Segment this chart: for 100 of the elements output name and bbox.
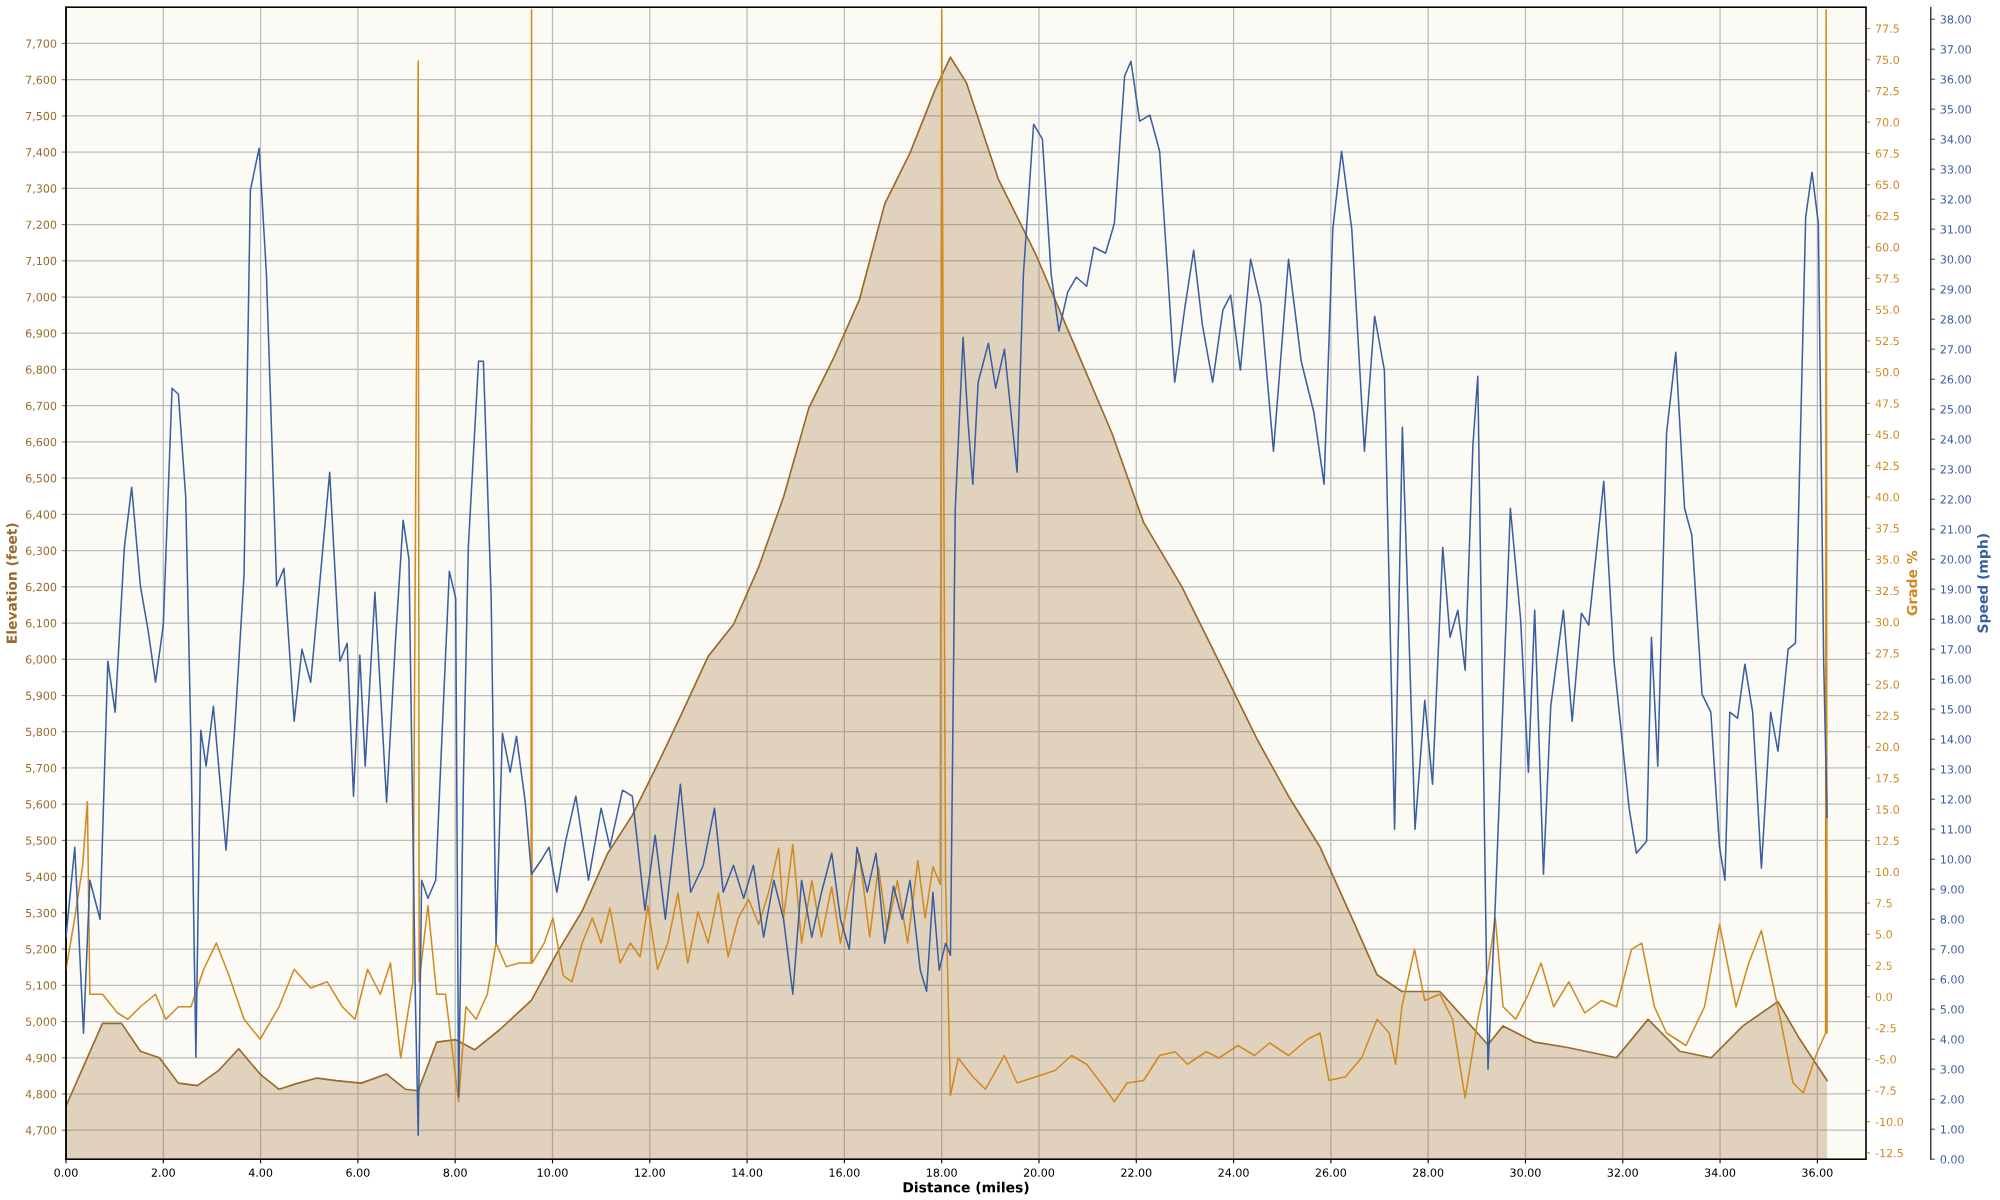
y2-tick-label: 65.0 [1875, 180, 1900, 189]
y-tick-label: 7,200 [26, 220, 57, 231]
y2-tick-label: 50.0 [1875, 368, 1900, 377]
y3-tick-label: 26.00 [1940, 375, 1971, 384]
y3-tick-label: 31.00 [1940, 225, 1971, 234]
y2-tick-label: 40.0 [1875, 492, 1900, 502]
y-tick-label: 5,100 [26, 981, 57, 991]
y-tick-label: 5,400 [26, 872, 57, 883]
y3-tick-label: 17.00 [1941, 645, 1971, 654]
y2-tick-label: 10.0 [1876, 867, 1900, 877]
y2-tick-label: 45.0 [1875, 430, 1900, 439]
y2-tick-label: -2.5 [1875, 1023, 1896, 1033]
y2-tick-label: -5.0 [1875, 1055, 1896, 1064]
y2-tick-label: 20.0 [1875, 742, 1900, 752]
y2-tick-label: 32.5 [1875, 586, 1899, 596]
y-tick-label: 5,700 [26, 763, 57, 774]
y-tick-label: 5,300 [26, 908, 57, 919]
x-tick-label: 12.00 [635, 1168, 665, 1177]
y2-tick-label: 42.5 [1875, 461, 1899, 471]
y3-tick-label: 9.00 [1940, 885, 1964, 894]
x-tick-label: 32.00 [1607, 1168, 1638, 1177]
y2-tick-label: 47.5 [1875, 399, 1899, 408]
y3-tick-label: 37.00 [1940, 45, 1971, 54]
y2-tick-label: 62.5 [1875, 211, 1899, 221]
y2-tick-label: 2.5 [1875, 961, 1892, 970]
y3-tick-label: 13.00 [1941, 765, 1971, 774]
y3-tick-label: 36.00 [1940, 75, 1971, 84]
y2-tick-label: 57.5 [1875, 274, 1899, 283]
y3-tick-label: 1.00 [1941, 1125, 1964, 1134]
y3-tick-label: 8.00 [1940, 915, 1964, 924]
y3-tick-label: 0.00 [1940, 1155, 1964, 1164]
y3-tick-label: 23.00 [1940, 465, 1971, 474]
y-tick-label: 7,500 [26, 111, 57, 122]
y2-tick-label: 27.5 [1875, 649, 1899, 658]
y2-tick-label: 70.0 [1875, 118, 1900, 127]
x-tick-label: 4.00 [248, 1168, 273, 1177]
y-tick-label: 4,800 [25, 1089, 57, 1100]
x-tick-label: 28.00 [1413, 1168, 1444, 1177]
y2-tick-label: 75.0 [1875, 55, 1900, 65]
y3-tick-label: 2.00 [1940, 1095, 1964, 1104]
y3-tick-label: 38.00 [1940, 15, 1971, 24]
y-tick-label: 7,000 [26, 292, 57, 303]
x-tick-label: 8.00 [443, 1168, 467, 1177]
y2-axis-title: Grade % [1906, 550, 1918, 616]
y3-tick-label: 20.00 [1940, 555, 1971, 564]
y2-tick-label: 72.5 [1875, 86, 1899, 96]
y-tick-label: 6,100 [25, 619, 57, 629]
y-tick-label: 4,900 [25, 1053, 57, 1064]
y-tick-label: 6,900 [25, 329, 57, 339]
y-tick-label: 6,800 [25, 365, 57, 375]
y-tick-label: 6,600 [25, 437, 57, 448]
y-tick-label: 5,800 [26, 727, 57, 738]
y3-tick-label: 4.00 [1940, 1035, 1964, 1044]
y3-tick-label: 16.00 [1941, 675, 1971, 684]
x-tick-label: 0.00 [54, 1168, 78, 1177]
y-tick-label: 5,200 [26, 945, 57, 955]
y3-tick-label: 7.00 [1940, 945, 1964, 954]
y2-tick-label: 37.5 [1875, 524, 1899, 533]
x-tick-label: 16.00 [829, 1168, 860, 1177]
y-axis-title: Elevation (feet) [6, 523, 19, 643]
y2-tick-label: 7.5 [1875, 899, 1892, 908]
y-tick-label: 7,300 [26, 184, 57, 194]
y-tick-label: 5,500 [26, 836, 57, 846]
y3-tick-label: 27.00 [1940, 345, 1971, 354]
y3-tick-label: 11.00 [1941, 825, 1971, 834]
y3-tick-label: 10.00 [1941, 855, 1971, 864]
y3-tick-label: 35.00 [1940, 105, 1971, 114]
y-tick-label: 7,600 [26, 75, 57, 86]
y2-tick-label: 52.5 [1875, 336, 1899, 346]
y2-tick-label: 55.0 [1875, 305, 1900, 314]
x-tick-label: 36.00 [1802, 1168, 1833, 1177]
y3-tick-label: 34.00 [1940, 135, 1971, 144]
y2-tick-label: -12.5 [1875, 1148, 1903, 1158]
x-tick-label: 22.00 [1121, 1168, 1152, 1177]
y3-tick-label: 30.00 [1940, 255, 1971, 264]
x-tick-label: 34.00 [1705, 1168, 1736, 1177]
y2-tick-label: 60.0 [1875, 243, 1900, 252]
x-tick-label: 24.00 [1218, 1168, 1249, 1177]
y3-axis-title: Speed (mph) [1977, 534, 1991, 633]
y-tick-label: 7,400 [26, 148, 57, 158]
x-tick-label: 2.00 [151, 1168, 175, 1177]
y3-tick-label: 6.00 [1940, 975, 1964, 984]
y3-tick-label: 3.00 [1940, 1065, 1964, 1074]
x-tick-label: 26.00 [1315, 1168, 1347, 1177]
x-axis-title: Distance (miles) [903, 1181, 1029, 1195]
y2-tick-label: -10.0 [1875, 1117, 1904, 1127]
x-tick-label: 18.00 [926, 1168, 957, 1177]
x-tick-label: 30.00 [1510, 1168, 1541, 1177]
x-tick-label: 10.00 [537, 1168, 568, 1177]
y2-tick-label: 5.0 [1875, 930, 1892, 939]
y-tick-label: 6,200 [25, 582, 57, 593]
x-tick-label: 6.00 [346, 1168, 370, 1177]
y-tick-label: 7,700 [26, 39, 57, 49]
y2-tick-label: 17.5 [1876, 774, 1899, 783]
y2-tick-label: 35.0 [1875, 555, 1900, 564]
y3-tick-label: 33.00 [1940, 165, 1971, 174]
y-tick-label: 6,000 [25, 655, 57, 665]
y2-tick-label: 15.0 [1876, 805, 1900, 814]
y-tick-label: 5,900 [26, 691, 57, 702]
y-tick-label: 4,700 [25, 1126, 57, 1136]
